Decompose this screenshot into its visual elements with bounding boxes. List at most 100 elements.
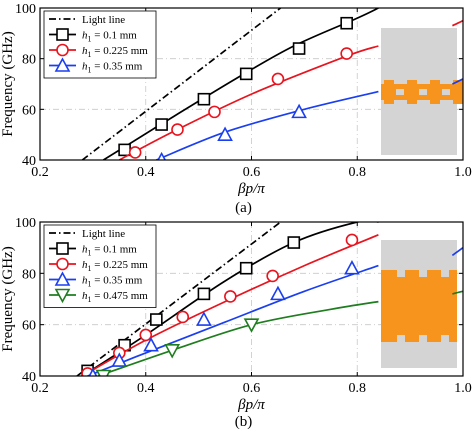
series-line bbox=[118, 45, 379, 160]
legend-marker bbox=[56, 28, 69, 41]
data-point bbox=[217, 126, 233, 141]
legend-subscript: 1 bbox=[88, 66, 92, 75]
inset-notch-top bbox=[397, 270, 405, 277]
data-point bbox=[292, 42, 306, 55]
data-point bbox=[164, 344, 181, 359]
x-tick-label: 0.6 bbox=[243, 165, 261, 180]
data-point bbox=[171, 123, 184, 136]
data-point bbox=[208, 105, 221, 119]
inset-strip bbox=[381, 270, 457, 342]
series-group bbox=[76, 222, 463, 376]
series-line bbox=[81, 234, 379, 376]
series-line bbox=[81, 8, 282, 160]
data-point bbox=[176, 310, 190, 324]
inset-notch-bottom bbox=[397, 335, 405, 342]
legend-subscript: 1 bbox=[88, 295, 92, 304]
legend-value: = 0.1 mm bbox=[92, 244, 138, 256]
x-tick-label: 0.4 bbox=[137, 381, 155, 396]
x-tick-label: 0.4 bbox=[137, 165, 155, 180]
legend-symbol: h bbox=[82, 45, 88, 57]
panel-label: (a) bbox=[235, 200, 252, 216]
data-point bbox=[155, 118, 168, 131]
legend-label: Light line bbox=[82, 14, 125, 26]
legend-symbol: h bbox=[82, 244, 88, 256]
data-point bbox=[239, 67, 253, 81]
chart-panel-b: 0.2 0.4 0.6 0.8 1.0 40 60 80 100 βp/π Frequency (G… bbox=[0, 216, 472, 430]
axes: 0.2 0.4 0.6 0.8 1.0 40 60 80 100 bbox=[15, 216, 472, 396]
y-tick-label: 40 bbox=[22, 154, 36, 169]
legend-symbol: h bbox=[82, 61, 88, 73]
legend-marker bbox=[54, 271, 71, 286]
x-axis-label: βp/π bbox=[237, 397, 265, 413]
series-line bbox=[451, 246, 463, 257]
y-tick-label: 60 bbox=[22, 103, 36, 118]
legend-value: = 0.225 mm bbox=[92, 45, 149, 57]
x-tick-label: 1.0 bbox=[454, 381, 472, 396]
x-tick-label: 0.2 bbox=[31, 165, 49, 180]
data-point bbox=[128, 146, 142, 159]
legend-symbol: h bbox=[82, 30, 88, 42]
inset-notch-top bbox=[441, 270, 449, 277]
data-point bbox=[340, 47, 353, 60]
legend-subscript: 1 bbox=[88, 35, 92, 44]
legend-label: h1 = 0.1 mm bbox=[82, 30, 137, 44]
y-tick-label: 100 bbox=[15, 216, 36, 231]
x-axis-label: βp/π bbox=[237, 181, 265, 197]
legend-label: h1 = 0.35 mm bbox=[82, 275, 143, 289]
data-point bbox=[197, 287, 211, 301]
legend-label: h1 = 0.225 mm bbox=[82, 259, 148, 273]
inset-stub bbox=[430, 80, 440, 104]
series-line bbox=[452, 78, 463, 85]
data-point bbox=[287, 236, 301, 249]
series-line bbox=[155, 90, 379, 160]
y-tick-label: 80 bbox=[22, 267, 36, 282]
legend-value: = 0.1 mm bbox=[92, 30, 138, 42]
legend-symbol: h bbox=[82, 259, 88, 271]
inset-stub bbox=[407, 80, 417, 104]
data-point bbox=[270, 285, 286, 301]
series-line bbox=[452, 19, 463, 27]
axes: 0.2 0.4 0.6 0.8 1.0 40 60 80 100 bbox=[15, 2, 472, 180]
chart-panel-a: 0.2 0.4 0.6 0.8 1.0 40 60 80 100 βp/π Frequency (G… bbox=[0, 2, 472, 216]
x-tick-label: 0.8 bbox=[349, 381, 367, 396]
data-point bbox=[143, 337, 159, 352]
legend-symbol: h bbox=[82, 275, 88, 287]
data-point bbox=[111, 352, 128, 367]
series-line bbox=[76, 222, 282, 376]
legend-label: Light line bbox=[82, 228, 125, 240]
y-axis-label: Frequency (GHz) bbox=[0, 31, 16, 136]
data-point bbox=[340, 16, 353, 30]
data-point bbox=[197, 92, 211, 106]
legend-marker bbox=[56, 242, 69, 255]
y-tick-label: 40 bbox=[22, 370, 36, 385]
legend-label: h1 = 0.475 mm bbox=[82, 290, 148, 304]
structure-inset bbox=[381, 28, 463, 155]
data-point bbox=[150, 313, 163, 326]
data-point bbox=[344, 260, 360, 275]
legend-marker bbox=[54, 288, 71, 304]
legend-value: = 0.35 mm bbox=[92, 61, 143, 73]
legend-value: = 0.35 mm bbox=[92, 275, 143, 287]
legend-subscript: 1 bbox=[88, 264, 92, 273]
data-point bbox=[224, 290, 237, 303]
legend-symbol: h bbox=[82, 290, 88, 302]
data-point bbox=[345, 233, 359, 247]
legend-label: h1 = 0.225 mm bbox=[82, 45, 148, 59]
inset-notch bbox=[442, 89, 450, 95]
legend-label: h1 = 0.1 mm bbox=[82, 244, 137, 258]
inset-notch-top bbox=[419, 270, 427, 277]
data-point bbox=[139, 328, 153, 342]
y-tick-label: 80 bbox=[22, 53, 36, 68]
series-line bbox=[81, 222, 379, 376]
legend-value: = 0.225 mm bbox=[92, 259, 149, 271]
data-point bbox=[196, 311, 212, 326]
x-tick-label: 0.8 bbox=[349, 165, 367, 180]
inset-notch bbox=[419, 89, 427, 95]
inset-notch-bottom bbox=[419, 335, 427, 342]
series-line bbox=[452, 290, 463, 295]
legend-subscript: 1 bbox=[88, 249, 92, 258]
legend-subscript: 1 bbox=[88, 280, 92, 289]
